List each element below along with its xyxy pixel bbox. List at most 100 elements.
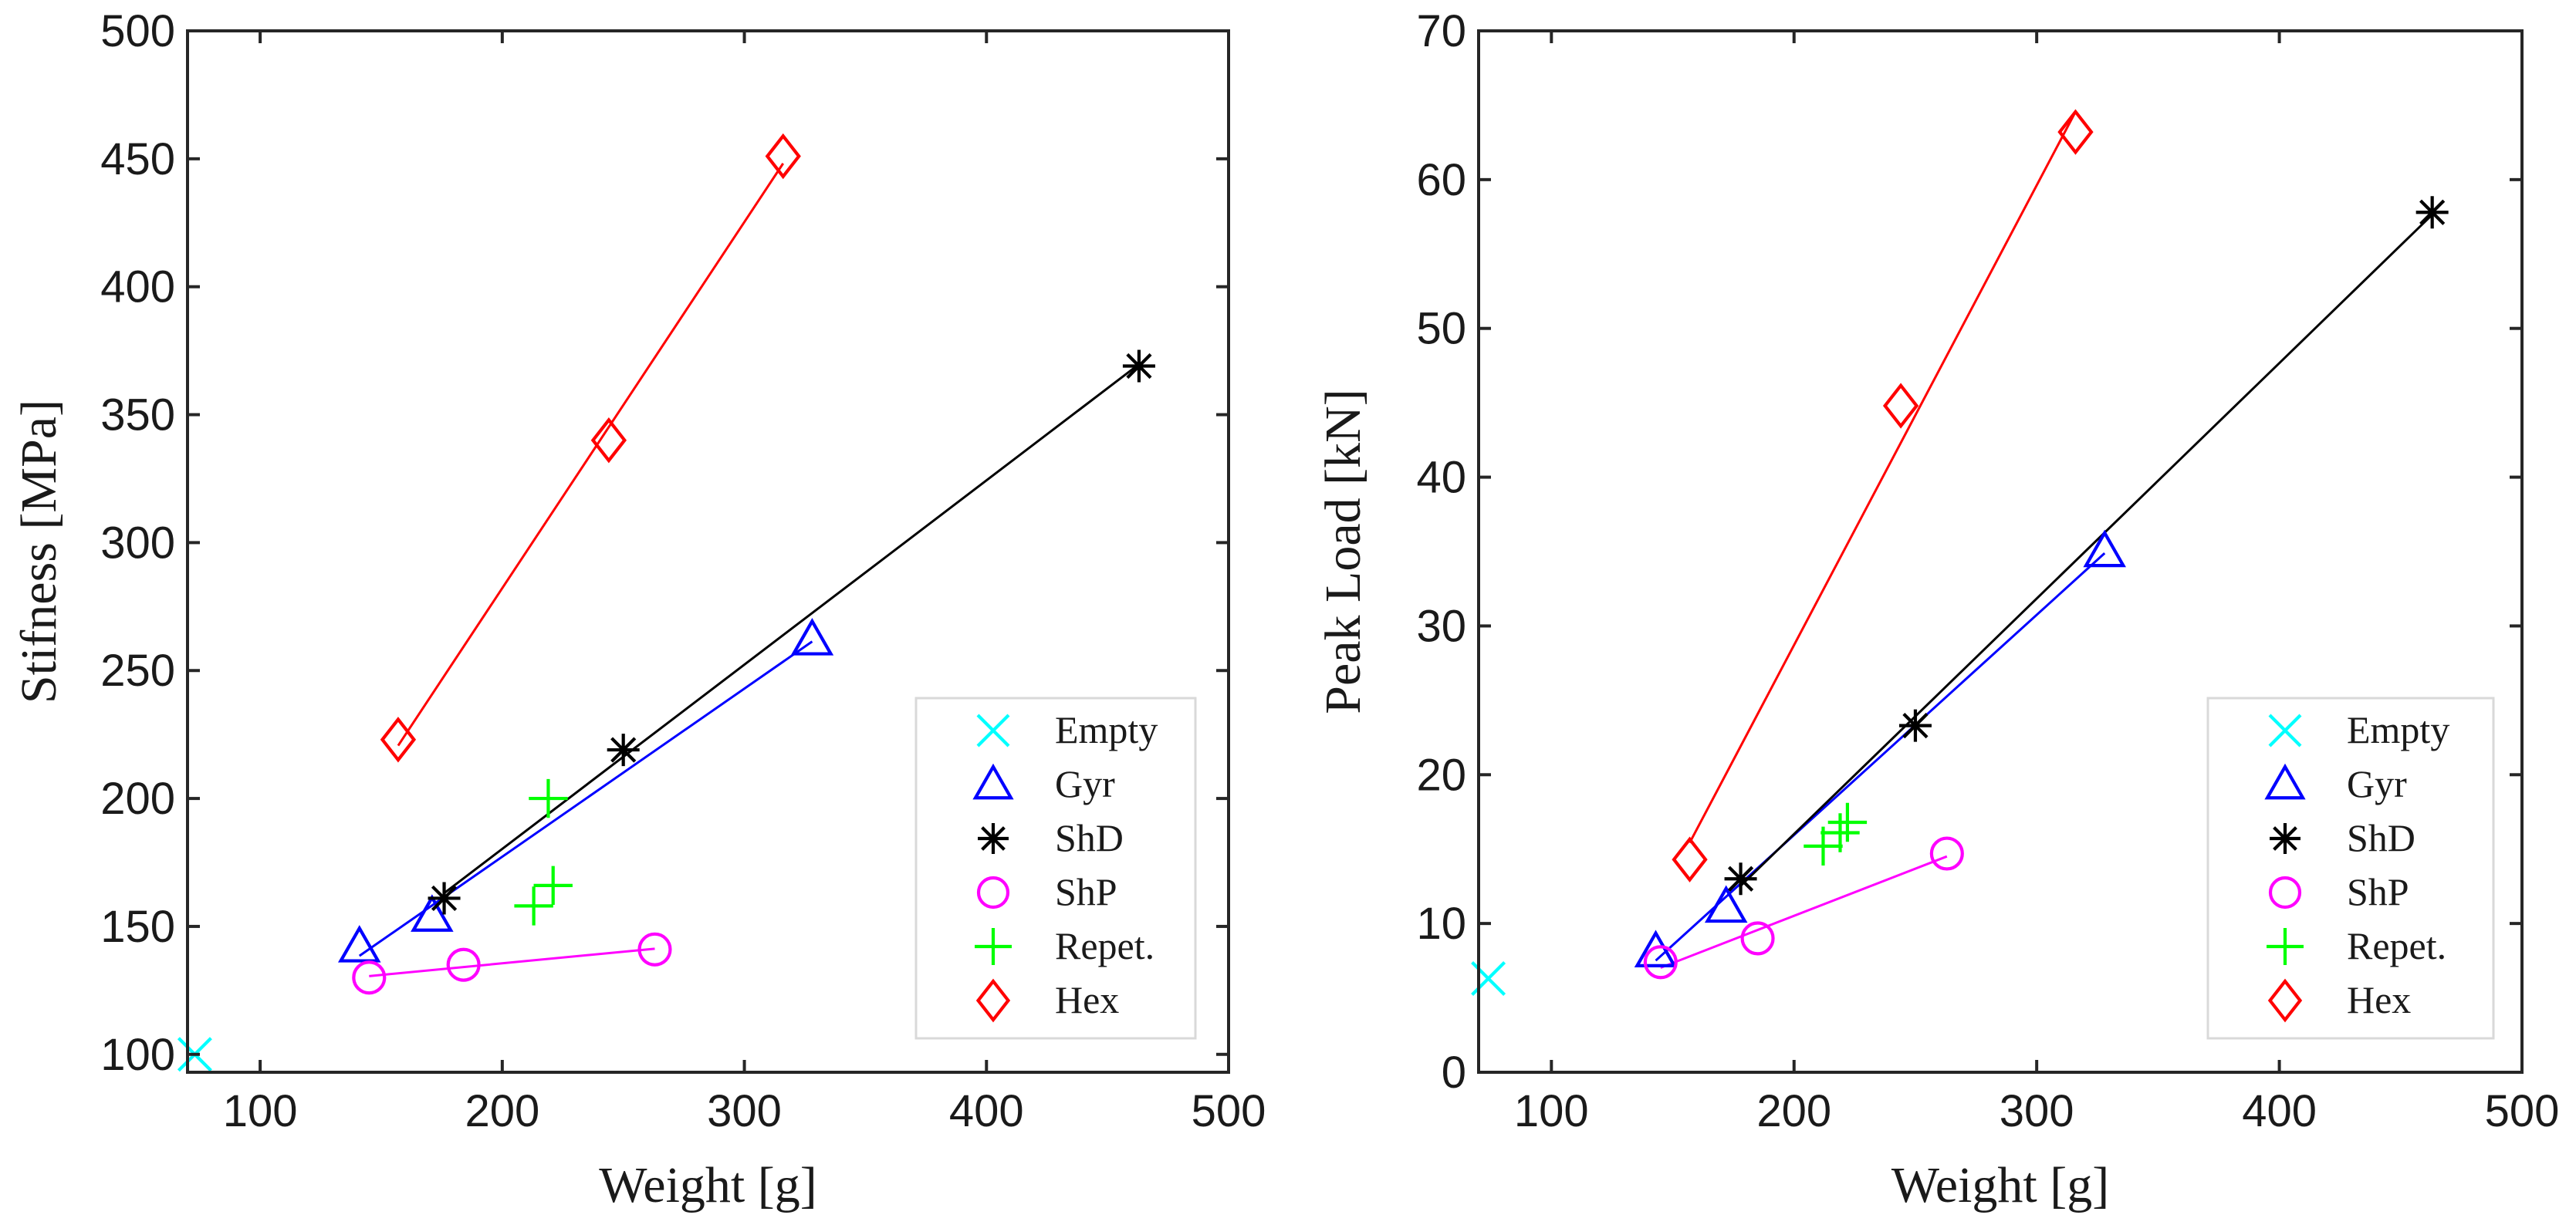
- legend-label-repet: Repet.: [1055, 924, 1154, 967]
- y-tick-label: 10: [1416, 899, 1466, 949]
- data-point-hex: [590, 417, 627, 464]
- legend-marker-gyr: [972, 763, 1014, 800]
- y-tick-label: 0: [1442, 1048, 1466, 1098]
- x-tick-label: 500: [2485, 1086, 2560, 1136]
- y-tick-label: 60: [1416, 155, 1466, 205]
- data-point-hex: [1882, 383, 1919, 429]
- legend: Empty Gyr ShD ShP Repet. Hex: [2206, 697, 2495, 1040]
- data-point-shd: [1898, 709, 1932, 742]
- data-point-hex: [765, 133, 801, 180]
- legend-label-gyr: Gyr: [1055, 762, 1115, 805]
- legend-label-empty: Empty: [1055, 708, 1158, 751]
- legend: Empty Gyr ShD ShP Repet. Hex: [914, 697, 1197, 1040]
- legend-marker-hex: [2267, 978, 2303, 1023]
- data-point-shd: [1122, 349, 1155, 383]
- y-tick-label: 350: [100, 390, 175, 440]
- x-tick-label: 100: [223, 1086, 298, 1136]
- data-point-gyr: [1634, 930, 1678, 967]
- data-point-shd: [2415, 196, 2449, 229]
- y-tick-label: 30: [1416, 601, 1466, 651]
- data-point-repet: [514, 886, 553, 926]
- fit-line-hex: [1689, 111, 2077, 844]
- legend-label-gyr: Gyr: [2347, 762, 2407, 805]
- y-tick-label: 400: [100, 262, 175, 312]
- legend-label-empty: Empty: [2347, 708, 2449, 751]
- data-point-repet: [533, 866, 573, 906]
- x-tick-label: 500: [1192, 1086, 1266, 1136]
- x-tick-label: 300: [707, 1086, 782, 1136]
- x-tick-label: 100: [1514, 1086, 1589, 1136]
- legend-marker-hex: [975, 978, 1011, 1023]
- fit-line-shd: [443, 363, 1140, 894]
- legend-label-shp: ShP: [2347, 870, 2409, 913]
- y-tick-label: 20: [1416, 750, 1466, 800]
- axes-box: [1477, 29, 2524, 1074]
- legend-label-shp: ShP: [1055, 870, 1117, 913]
- data-point-gyr: [337, 925, 381, 963]
- data-point-repet: [1820, 813, 1860, 852]
- data-point-shp: [637, 932, 672, 967]
- legend-marker-shd: [978, 823, 1009, 854]
- data-point-gyr: [411, 894, 454, 932]
- y-tick-label: 300: [100, 518, 175, 568]
- data-point-repet: [1827, 802, 1868, 842]
- fit-line-gyr: [1655, 552, 2106, 962]
- data-point-hex: [380, 717, 417, 763]
- data-point-hex: [2057, 109, 2094, 155]
- legend-box: [914, 697, 1197, 1040]
- data-point-shp: [1929, 836, 1964, 871]
- y-tick-label: 450: [100, 134, 175, 184]
- legend-marker-empty: [2268, 714, 2302, 747]
- legend-label-hex: Hex: [2347, 978, 2411, 1021]
- y-tick-label: 150: [100, 902, 175, 952]
- data-point-gyr: [790, 618, 834, 656]
- legend-label-hex: Hex: [1055, 978, 1119, 1021]
- x-tick-label: 400: [2242, 1086, 2317, 1136]
- legend-marker-repet: [2267, 928, 2304, 965]
- legend-marker-empty: [976, 714, 1010, 747]
- y-tick-label: 100: [100, 1030, 175, 1080]
- legend-marker-shd: [2270, 823, 2300, 854]
- y-tick-label: 200: [100, 774, 175, 824]
- legend-label-repet: Repet.: [2347, 924, 2446, 967]
- data-point-shd: [428, 882, 461, 915]
- data-point-gyr: [2083, 529, 2126, 568]
- y-tick-label: 500: [100, 6, 175, 56]
- legend-marker-shp: [2268, 876, 2302, 909]
- y-axis-label: Peak Load [kN]: [1315, 389, 1371, 714]
- y-tick-label: 40: [1416, 453, 1466, 503]
- x-tick-label: 400: [949, 1086, 1024, 1136]
- data-point-shp: [446, 947, 481, 982]
- fit-line-shp: [369, 947, 655, 977]
- x-tick-label: 200: [1756, 1086, 1831, 1136]
- legend-box: [2206, 697, 2495, 1040]
- data-point-repet: [529, 778, 568, 818]
- legend-label-shd: ShD: [1055, 816, 1124, 859]
- legend-marker-shp: [976, 876, 1010, 909]
- legend-label-shd: ShD: [2347, 816, 2415, 859]
- data-point-shp: [1740, 921, 1775, 956]
- data-point-hex: [1672, 836, 1708, 882]
- data-point-shd: [1724, 862, 1757, 896]
- fit-line-shd: [1739, 214, 2433, 887]
- y-tick-label: 50: [1416, 304, 1466, 354]
- peak-load-chart: 100 200 300 400 500 0 10 20 30 40 50 60 70 Weight [g]…: [1315, 6, 2559, 1213]
- data-point-shd: [607, 734, 640, 767]
- legend-marker-gyr: [2264, 763, 2306, 800]
- x-tick-label: 200: [465, 1086, 539, 1136]
- stiffness-chart: 100 200 300 400 500 100 150 200 250 300 350 400 450 5…: [11, 6, 1266, 1213]
- x-axis-label: Weight [g]: [599, 1157, 816, 1213]
- legend-marker-repet: [975, 928, 1012, 965]
- fit-line-hex: [397, 163, 785, 747]
- y-axis-label: Stifness [MPa]: [11, 400, 67, 704]
- axes-box: [186, 29, 1230, 1074]
- x-axis-label: Weight [g]: [1891, 1157, 2109, 1213]
- data-point-gyr: [1704, 885, 1748, 923]
- data-point-shp: [352, 960, 387, 995]
- data-point-shp: [1643, 945, 1678, 980]
- fit-line-shp: [1660, 855, 1948, 969]
- x-tick-label: 300: [2000, 1086, 2074, 1136]
- y-tick-label: 250: [100, 646, 175, 696]
